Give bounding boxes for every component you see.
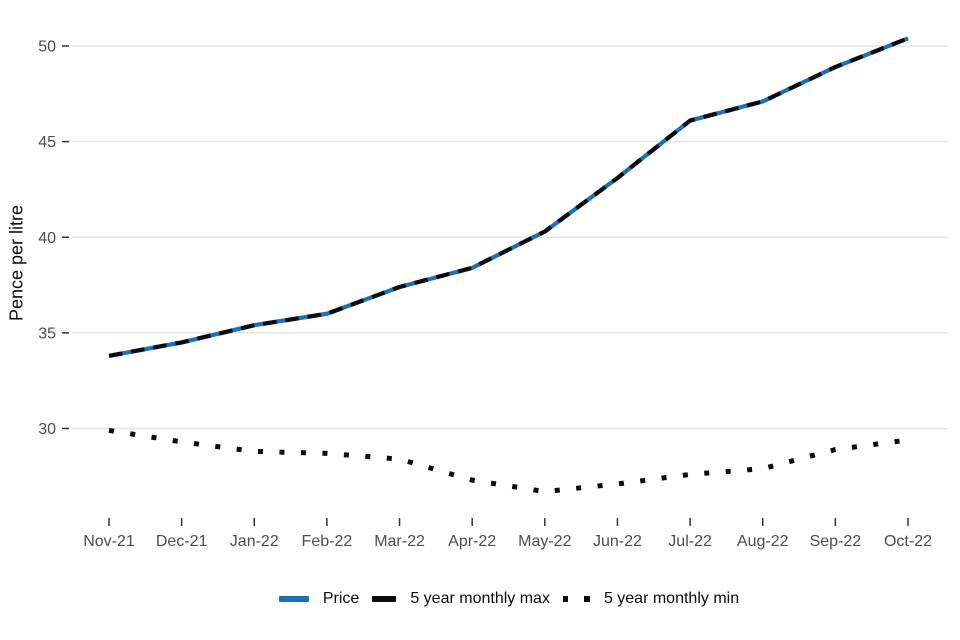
x-tick-label: Aug-22	[737, 533, 789, 550]
min-line	[108, 427, 909, 495]
price-line-swatch	[278, 596, 309, 602]
x-tick-label: Oct-22	[884, 533, 932, 550]
axis-ticks	[62, 45, 909, 526]
x-tick-label: Jun-22	[593, 533, 642, 550]
x-tick-label: Mar-22	[374, 533, 425, 550]
y-tick-label: 45	[38, 134, 56, 151]
max-line-swatch	[372, 596, 397, 602]
legend-item-min: 5 year monthly min	[562, 590, 740, 608]
x-tick-label: Jan-22	[230, 533, 279, 550]
legend-label-price: Price	[322, 590, 360, 607]
x-tick-label: Apr-22	[448, 533, 496, 550]
price-line	[108, 36, 909, 358]
x-tick-label: May-22	[518, 533, 571, 550]
chart-legend: Price 5 year monthly max 5 year monthly …	[70, 586, 948, 612]
x-tick-label: Jul-22	[668, 533, 712, 550]
x-tick-label: Feb-22	[302, 533, 353, 550]
y-axis-title: Pence per litre	[6, 204, 27, 322]
legend-label-max: 5 year monthly max	[410, 590, 550, 607]
x-tick-label: Dec-21	[156, 533, 208, 550]
axis-tick-labels: 30 35 40 45 50 Nov-21 Dec-21 Jan-22 Feb-22 Mar-22…	[38, 39, 932, 551]
y-tick-label: 50	[38, 39, 56, 56]
y-tick-label: 35	[38, 325, 56, 342]
y-tick-label: 40	[38, 230, 56, 247]
max-line	[108, 36, 909, 358]
legend-item-max: 5 year monthly max	[372, 590, 550, 608]
min-line-swatch	[562, 596, 590, 602]
legend-label-min: 5 year monthly min	[603, 590, 740, 607]
data-series	[108, 36, 909, 495]
x-tick-label: Sep-22	[810, 533, 862, 550]
legend-item-price: Price	[278, 590, 360, 608]
gridlines	[72, 45, 948, 430]
y-tick-label: 30	[38, 421, 56, 438]
x-tick-label: Nov-21	[83, 533, 135, 550]
